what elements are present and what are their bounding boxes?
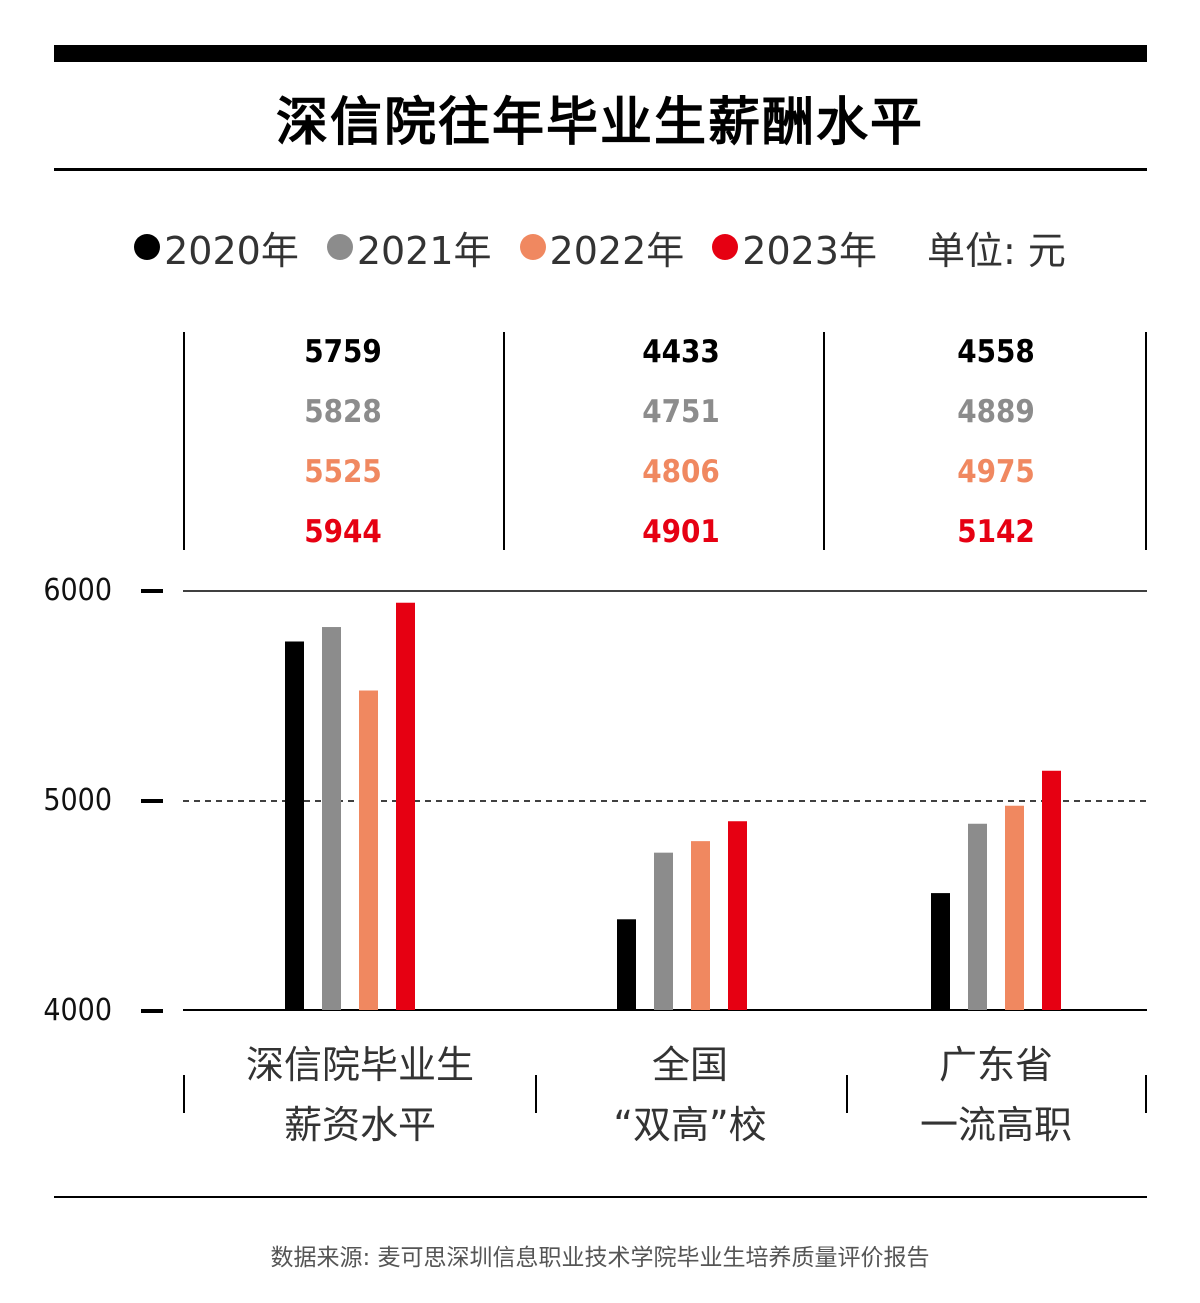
bar-1-2023年 <box>728 821 747 1010</box>
legend-dot-2022 <box>519 234 546 260</box>
bars-group <box>285 602 1061 1010</box>
y-tick-label-4000: 4000 <box>43 993 112 1028</box>
y-tick-mark-5000 <box>141 799 163 803</box>
value-separator <box>1145 332 1147 550</box>
value-label-c0-2021: 5828 <box>304 394 382 430</box>
value-separator <box>183 332 185 550</box>
legend-dot-2023 <box>712 234 739 260</box>
legend-item-2022: 2022年 <box>519 220 685 275</box>
title-rule <box>54 168 1147 171</box>
value-label-c0-2020: 5759 <box>304 334 382 370</box>
value-label-c0-2023: 5944 <box>304 514 382 550</box>
legend-dot-2021 <box>326 234 353 260</box>
value-label-c1-2022: 4806 <box>642 454 720 490</box>
bottom-rule <box>54 1196 1147 1198</box>
value-label-c2-2020: 4558 <box>957 334 1035 370</box>
category-label-0-line1: 深信院毕业生 <box>245 1043 474 1087</box>
category-label-2-line1: 广东省 <box>938 1043 1053 1087</box>
category-label-1-line1: 全国 <box>651 1043 728 1087</box>
value-label-c2-2021: 4889 <box>957 394 1035 430</box>
category-label-0: 深信院毕业生 薪资水平 <box>200 1035 520 1155</box>
value-label-c2-2023: 5142 <box>957 514 1035 550</box>
value-separator <box>823 332 825 550</box>
category-label-1: 全国 “双高”校 <box>530 1035 850 1155</box>
bar-0-2023年 <box>396 602 415 1010</box>
value-label-c2-2022: 4975 <box>957 454 1035 490</box>
legend-label-2020: 2020年 <box>164 228 299 273</box>
top-bar <box>54 45 1147 62</box>
category-label-1-line2: “双高”校 <box>613 1103 767 1147</box>
y-tick-label-5000: 5000 <box>43 783 112 818</box>
legend-label-2021: 2021年 <box>356 228 492 273</box>
bar-0-2022年 <box>359 690 378 1010</box>
legend: 2020年 2021年 2022年 2023年 单位: 元 <box>0 220 1200 275</box>
value-separator <box>503 332 505 550</box>
value-label-c1-2020: 4433 <box>642 334 720 370</box>
source-note: 数据来源: 麦可思深圳信息职业技术学院毕业生培养质量评价报告 <box>270 1245 930 1271</box>
category-separator <box>846 1075 848 1113</box>
bar-2-2020年 <box>931 893 950 1010</box>
y-tick-label-6000: 6000 <box>43 573 112 608</box>
bar-0-2020年 <box>285 641 304 1010</box>
bar-1-2020年 <box>617 919 636 1010</box>
category-label-0-line2: 薪资水平 <box>283 1103 436 1147</box>
value-label-c1-2023: 4901 <box>642 514 720 550</box>
category-separator <box>535 1075 537 1113</box>
legend-label-2022: 2022年 <box>549 228 685 273</box>
bar-1-2021年 <box>654 852 673 1010</box>
bar-2-2022年 <box>1005 805 1024 1010</box>
category-separator <box>183 1075 185 1113</box>
category-label-2-line2: 一流高职 <box>919 1103 1072 1147</box>
legend-item-2020: 2020年 <box>134 220 299 275</box>
bar-2-2021年 <box>968 823 987 1010</box>
category-label-2: 广东省 一流高职 <box>836 1035 1156 1155</box>
chart-title: 深信院往年毕业生薪酬水平 <box>275 93 924 153</box>
legend-item-2023: 2023年 <box>712 220 877 275</box>
unit-label: 单位: 元 <box>926 228 1066 273</box>
category-separator <box>1145 1075 1147 1113</box>
value-label-c0-2022: 5525 <box>304 454 382 490</box>
y-tick-mark-4000 <box>141 1009 163 1013</box>
y-tick-mark-6000 <box>141 589 163 593</box>
bar-0-2021年 <box>322 627 341 1010</box>
legend-label-2023: 2023年 <box>742 228 877 273</box>
bar-2-2023年 <box>1042 770 1061 1010</box>
legend-dot-2020 <box>134 234 161 260</box>
legend-item-2021: 2021年 <box>326 220 492 275</box>
bar-1-2022年 <box>691 841 710 1010</box>
value-label-c1-2021: 4751 <box>642 394 720 430</box>
